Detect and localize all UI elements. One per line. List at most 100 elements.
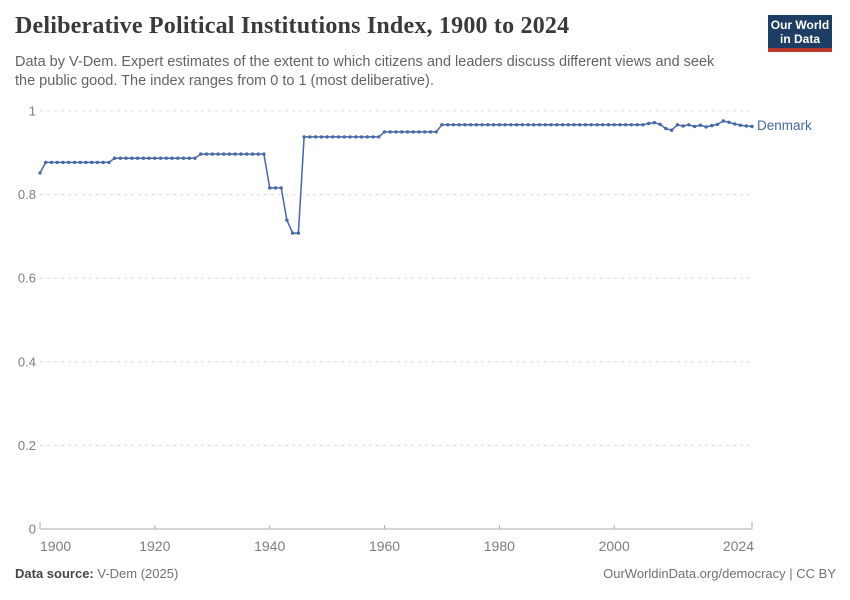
- data-point: [359, 135, 364, 139]
- data-point: [262, 152, 266, 156]
- data-point: [566, 123, 570, 127]
- data-point: [124, 156, 128, 160]
- data-point: [578, 123, 582, 127]
- chart-title: Deliberative Political Institutions Inde…: [15, 13, 570, 39]
- data-point: [744, 124, 748, 128]
- data-point: [400, 130, 404, 134]
- data-point: [646, 121, 651, 126]
- credit-note[interactable]: OurWorldinData.org/democracy | CC BY: [603, 566, 836, 581]
- data-point: [354, 135, 358, 139]
- data-point: [101, 160, 105, 165]
- data-point: [560, 123, 565, 127]
- data-point: [750, 124, 754, 129]
- data-point: [273, 186, 278, 190]
- data-point: [532, 123, 536, 127]
- data-point: [250, 152, 255, 156]
- x-tick-label: 2000: [599, 538, 630, 554]
- data-point: [664, 126, 668, 131]
- data-point: [256, 152, 260, 156]
- data-point: [405, 130, 410, 134]
- denmark-line-series[interactable]: [39, 120, 753, 234]
- data-point: [681, 124, 685, 128]
- series-label-denmark[interactable]: Denmark: [757, 118, 812, 134]
- data-point: [710, 123, 714, 128]
- data-point: [451, 123, 456, 127]
- data-point: [336, 135, 341, 139]
- data-point: [526, 123, 530, 127]
- owid-logo-line2: in Data: [779, 32, 820, 46]
- data-point: [491, 123, 496, 127]
- data-point: [733, 122, 737, 126]
- y-tick-label: 0: [29, 522, 36, 537]
- data-point: [497, 123, 502, 127]
- chart-subtitle-line2: the public good. The index ranges from 0…: [15, 73, 434, 89]
- data-point: [440, 123, 444, 127]
- data-point: [44, 160, 48, 165]
- data-source-value: V-Dem (2025): [97, 566, 179, 581]
- data-point: [595, 123, 599, 127]
- data-point: [555, 123, 559, 127]
- data-point: [434, 130, 438, 134]
- data-point: [199, 152, 203, 156]
- data-point: [417, 130, 421, 134]
- data-point: [187, 156, 191, 160]
- data-point: [107, 160, 111, 165]
- data-point: [606, 123, 611, 127]
- x-tick-label: 1980: [484, 538, 515, 554]
- data-point: [319, 135, 324, 139]
- data-point: [181, 156, 186, 160]
- y-tick-label: 0.6: [18, 271, 36, 286]
- data-point: [658, 122, 662, 127]
- data-point: [147, 156, 151, 160]
- chart-subtitle: Data by V-Dem. Expert estimates of the e…: [15, 53, 760, 91]
- data-point: [55, 160, 59, 165]
- data-point: [589, 123, 593, 127]
- data-point: [377, 135, 381, 139]
- data-point: [302, 135, 306, 139]
- data-point: [130, 156, 134, 160]
- data-point: [112, 156, 117, 160]
- data-point: [176, 156, 180, 160]
- data-point: [90, 160, 94, 165]
- data-point: [72, 160, 77, 165]
- data-point: [503, 123, 507, 127]
- data-point: [537, 123, 542, 127]
- data-point: [635, 123, 639, 127]
- data-source-label: Data source:: [15, 566, 94, 581]
- data-point: [38, 171, 42, 175]
- data-point: [67, 160, 71, 165]
- data-point: [296, 231, 301, 235]
- data-point: [204, 152, 209, 156]
- data-point: [641, 123, 645, 127]
- data-point: [652, 121, 657, 125]
- owid-logo-line1: Our World: [770, 18, 830, 32]
- data-point: [480, 123, 484, 127]
- data-point: [704, 125, 708, 129]
- owid-logo[interactable]: Our World in Data: [768, 15, 832, 52]
- data-point: [342, 135, 346, 139]
- data-point: [371, 135, 375, 139]
- data-point: [428, 130, 433, 134]
- data-point: [365, 135, 369, 139]
- x-tick-label: 1900: [40, 538, 71, 554]
- data-point: [468, 123, 473, 127]
- data-point: [446, 123, 450, 127]
- data-point: [727, 120, 731, 125]
- y-tick-label: 0.2: [18, 438, 36, 453]
- data-point: [49, 160, 54, 165]
- data-point: [245, 152, 249, 156]
- y-tick-label: 0.4: [18, 354, 36, 369]
- data-point: [669, 128, 674, 132]
- data-point: [411, 130, 415, 134]
- data-point: [233, 152, 237, 156]
- data-point: [268, 186, 272, 190]
- data-point: [118, 156, 123, 160]
- data-point: [170, 156, 174, 160]
- data-point: [158, 156, 163, 160]
- data-point: [388, 130, 392, 134]
- data-point: [715, 122, 720, 127]
- data-point: [423, 130, 427, 134]
- data-point: [486, 123, 490, 127]
- data-point: [698, 123, 702, 127]
